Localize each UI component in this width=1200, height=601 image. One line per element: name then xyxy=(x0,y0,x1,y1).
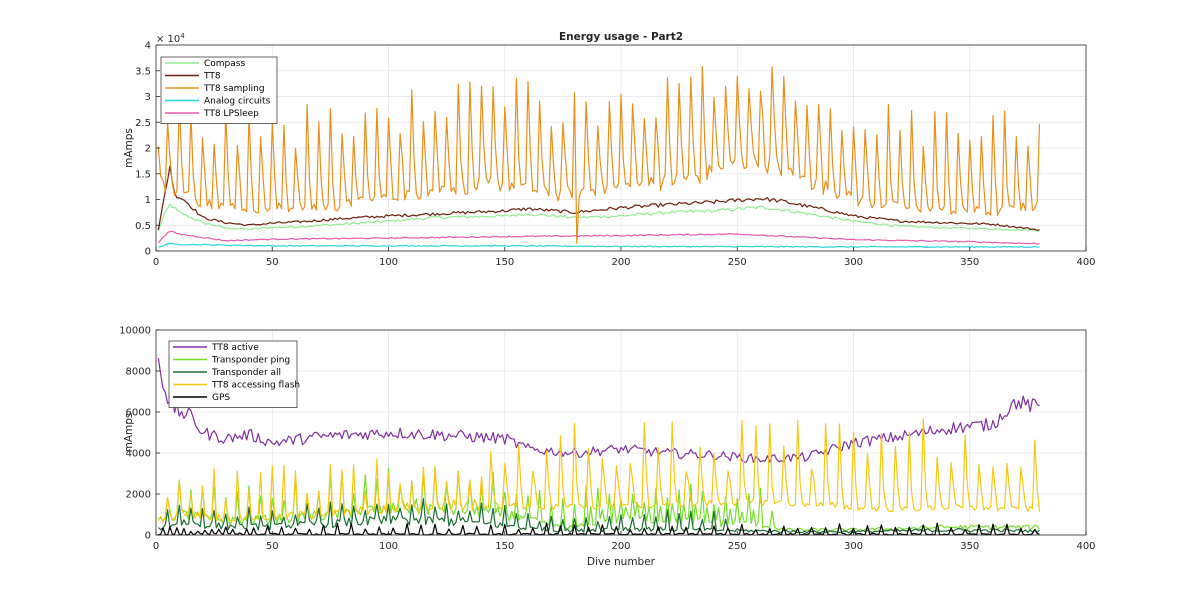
x-tick-label: 400 xyxy=(1076,257,1095,268)
series-line-analog-circuits xyxy=(158,242,1040,248)
y-tick-label: 0.5 xyxy=(135,221,151,232)
x-tick-label: 100 xyxy=(379,541,398,552)
legend-entry-label: TT8 sampling xyxy=(203,84,265,94)
x-tick-label: 250 xyxy=(728,257,747,268)
x-tick-label: 350 xyxy=(960,541,979,552)
legend-entry-label: TT8 active xyxy=(211,343,259,353)
series-line-tt8 xyxy=(157,165,1040,231)
series-line-tt8-lpsleep xyxy=(157,230,1040,245)
x-tick-label: 250 xyxy=(728,541,747,552)
y-tick-label: 1.5 xyxy=(135,169,151,180)
legend-entry-label: Analog circuits xyxy=(204,97,271,107)
series-line-compass xyxy=(157,203,1040,232)
legend-entry-label: TT8 accessing flash xyxy=(211,381,300,391)
top-panel-title: Energy usage - Part2 xyxy=(559,31,683,43)
legend-entry-label: Compass xyxy=(204,59,245,69)
legend-entry-label: TT8 xyxy=(203,72,221,82)
series-line-transponder-all xyxy=(157,498,1040,534)
y-tick-label: 6000 xyxy=(126,408,151,419)
y-tick-label: 2000 xyxy=(126,490,151,501)
bottom-panel-legend: TT8 active Transponder ping Transponder al… xyxy=(168,340,300,408)
x-tick-label: 200 xyxy=(611,257,630,268)
top-panel-ticks: 0 50 100 150 200 250 300 350 400 0 0.5 1 1.5 2 2.5 3 3.5… xyxy=(135,41,1095,269)
x-tick-label: 0 xyxy=(153,257,159,268)
y-tick-label: 2 xyxy=(145,144,151,155)
top-panel-y-axis-label: mAmps xyxy=(123,128,135,168)
y-tick-label: 8000 xyxy=(126,367,151,378)
exponent-power: 4 xyxy=(180,32,185,40)
series-line-tt8-accessing-flash xyxy=(157,418,1041,523)
series-line-tt8-active xyxy=(157,358,1040,463)
bottom-panel-y-axis-label: mAmps xyxy=(123,413,135,453)
x-tick-label: 150 xyxy=(495,541,514,552)
top-panel-legend: Compass TT8 TT8 sampling Analog circuits TT8… xyxy=(160,56,278,124)
legend-entry-label: Transponder ping xyxy=(211,356,290,366)
x-tick-label: 50 xyxy=(266,541,279,552)
x-tick-label: 200 xyxy=(611,541,630,552)
x-tick-label: 50 xyxy=(266,257,279,268)
y-tick-label: 3 xyxy=(145,92,151,103)
y-tick-label: 1 xyxy=(145,195,151,206)
exponent-base: × 10 xyxy=(156,34,180,45)
x-tick-label: 100 xyxy=(379,257,398,268)
legend-entry-label: Transponder all xyxy=(211,368,281,378)
legend-entry-label: TT8 LPSleep xyxy=(203,109,259,119)
y-tick-label: 4 xyxy=(145,41,151,52)
y-tick-label: 4000 xyxy=(126,449,151,460)
x-tick-label: 150 xyxy=(495,257,514,268)
x-tick-label: 400 xyxy=(1076,541,1095,552)
y-tick-label: 0 xyxy=(145,531,151,542)
y-tick-label: 3.5 xyxy=(135,66,151,77)
legend-entry-label: GPS xyxy=(212,393,230,403)
bottom-panel-ticks: 0 50 100 150 200 250 300 350 4000200040006000800… xyxy=(119,326,1095,553)
bottom-panel-x-axis-label: Dive number xyxy=(587,556,656,568)
x-tick-label: 0 xyxy=(153,541,159,552)
top-panel-exponent-label: × 104 xyxy=(156,32,185,45)
top-panel-plot-area xyxy=(157,66,1041,248)
bottom-panel: 0 50 100 150 200 250 300 350 4000200040006000800… xyxy=(119,326,1095,569)
x-tick-label: 350 xyxy=(960,257,979,268)
top-panel: 0 50 100 150 200 250 300 350 400 0 0.5 1 1.5 2 2.5 3 3.5… xyxy=(123,31,1096,268)
bottom-panel-grid xyxy=(156,330,1086,535)
x-tick-label: 300 xyxy=(844,541,863,552)
x-tick-label: 300 xyxy=(844,257,863,268)
y-tick-label: 10000 xyxy=(119,326,151,337)
series-line-tt8-sampling xyxy=(157,66,1041,244)
y-tick-label: 0 xyxy=(145,247,151,258)
y-tick-label: 2.5 xyxy=(135,118,151,129)
